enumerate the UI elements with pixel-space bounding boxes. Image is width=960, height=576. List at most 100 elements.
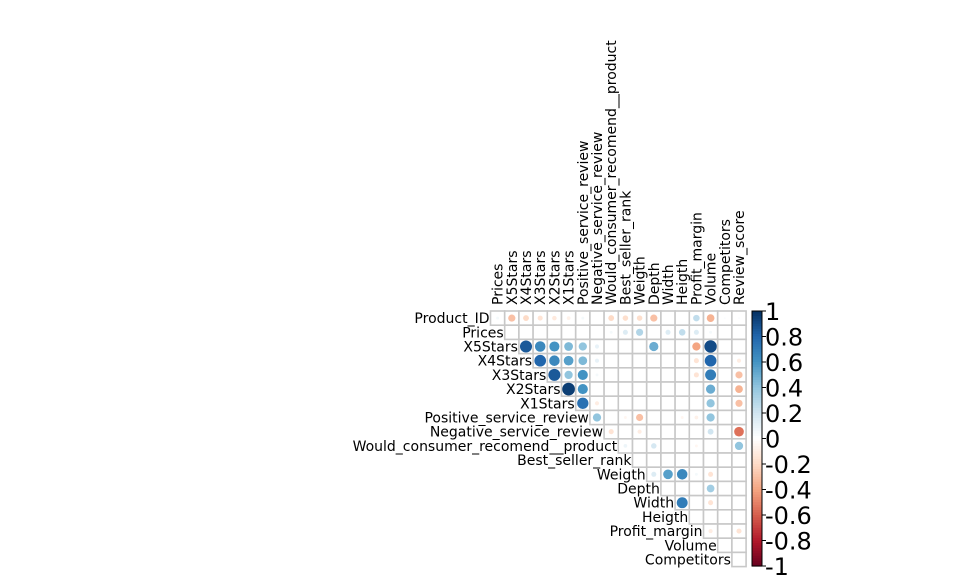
corr-point-prices-weigth <box>636 328 644 336</box>
column-label-x4stars: X4Stars <box>519 250 535 305</box>
row-label-negative-service-review: Negative_service_review <box>430 425 603 441</box>
corr-point-x2stars-x1stars <box>562 382 575 396</box>
corr-point-weigth-depth <box>651 471 657 477</box>
colorbar-segment <box>752 328 762 332</box>
colorbar-segment <box>752 382 762 386</box>
cell-x4stars-depth <box>645 352 662 369</box>
cell-x5stars-competitors <box>716 338 733 355</box>
corr-point-positive-service-review-weigth <box>636 413 644 422</box>
corr-point-x5stars-depth <box>649 341 659 352</box>
colorbar-segment <box>752 555 762 559</box>
colorbar-segment <box>752 548 762 552</box>
colorbar-segment <box>752 456 762 460</box>
colorbar-segment <box>752 339 762 343</box>
cell-heigth-review-score <box>731 508 747 525</box>
colorbar-tick-label: 0.8 <box>765 324 803 352</box>
colorbar-tick-label: -0.6 <box>765 502 812 530</box>
cell-width-profit-margin <box>688 494 705 511</box>
corr-point-profit-margin-volume <box>708 529 713 534</box>
cell-prices-x3stars <box>532 324 549 341</box>
colorbar-tick-label: -0.8 <box>765 528 812 556</box>
colorbar-segment <box>752 527 762 531</box>
column-labels: PricesX5StarsX4StarsX3StarsX2StarsX1Star… <box>491 40 748 305</box>
cell-best-seller-rank-competitors <box>716 452 733 468</box>
corr-point-product-id-profit-margin <box>693 314 700 322</box>
colorbar-segment <box>752 428 762 432</box>
cell-best-seller-rank-depth <box>645 452 662 468</box>
colorbar-segment <box>752 563 762 567</box>
corr-point-positive-service-review-profit-margin <box>694 415 699 420</box>
colorbar-segment <box>752 313 762 317</box>
corr-point-x3stars-positive-service-review <box>577 369 588 380</box>
corr-point-product-id-positive-service-review <box>581 316 585 320</box>
colorbar-segment <box>752 461 762 465</box>
cell-x1stars-weigth <box>631 395 648 412</box>
corr-point-product-id-x4stars <box>523 315 529 322</box>
colorbar-segment <box>752 522 762 526</box>
colorbar-segment <box>752 354 762 358</box>
cell-depth-competitors <box>716 480 733 497</box>
colorbar-segment <box>752 387 762 391</box>
column-label-prices: Prices <box>491 264 507 305</box>
corr-point-x3stars-x1stars <box>564 370 573 380</box>
corr-point-negative-service-review-volume <box>707 428 714 435</box>
colorbar-segment <box>752 476 762 480</box>
colorbar-segment <box>752 553 762 557</box>
corr-point-prices-width <box>665 329 671 335</box>
colorbar-segment <box>752 486 762 491</box>
colorbar-segment <box>752 479 762 483</box>
corr-point-product-id-x3stars <box>537 315 543 321</box>
cell-prices-positive-service-review <box>574 324 591 341</box>
colorbar-segment <box>752 390 762 394</box>
cell-product-id-width <box>660 310 676 326</box>
colorbar-tick-label: -0.4 <box>765 477 812 505</box>
corr-point-positive-service-review-volume <box>706 413 715 422</box>
cell-positive-service-review-review-score <box>731 409 747 426</box>
cell-depth-review-score <box>731 480 747 497</box>
colorbar: 10.80.60.40.20-0.2-0.4-0.6-0.8-1 <box>751 298 812 576</box>
cell-x2stars-weigth <box>631 381 648 397</box>
cell-depth-profit-margin <box>688 480 705 497</box>
cell-heigth-competitors <box>716 508 733 525</box>
corr-point-x5stars-positive-service-review <box>578 342 587 351</box>
corr-point-x5stars-volume <box>704 340 717 353</box>
column-label-would-consumer-recomend-product: Would_consumer_recomend__product <box>604 40 620 305</box>
colorbar-tick-label: -1 <box>765 553 789 576</box>
colorbar-segment <box>752 430 762 434</box>
cell-x3stars-would-consumer-recomend-product <box>603 366 620 383</box>
cell-would-consumer-recomend-product-competitors <box>716 437 733 454</box>
colorbar-segment <box>752 377 762 381</box>
colorbar-segment <box>752 471 762 475</box>
colorbar-segment <box>752 469 762 473</box>
column-label-positive-service-review: Positive_service_review <box>576 141 592 305</box>
cell-competitors-review-score <box>731 551 747 568</box>
colorbar-segment <box>752 397 762 401</box>
corr-point-x3stars-profit-margin <box>693 372 699 378</box>
cell-best-seller-rank-heigth <box>674 452 691 468</box>
row-label-x2stars: X2Stars <box>506 382 561 398</box>
cell-positive-service-review-competitors <box>716 409 733 426</box>
corr-point-x4stars-negative-service-review <box>594 358 600 363</box>
colorbar-segment <box>752 537 762 542</box>
row-label-profit-margin: Profit_margin <box>610 524 703 540</box>
column-label-depth: Depth <box>647 262 663 305</box>
colorbar-segment <box>752 517 762 521</box>
cell-prices-x4stars <box>518 324 534 341</box>
row-label-heigth: Heigth <box>642 510 688 526</box>
cell-width-competitors <box>716 494 733 511</box>
cell-x4stars-width <box>660 352 676 369</box>
corr-point-profit-margin-review-score <box>736 528 742 534</box>
colorbar-tick-label: 0.4 <box>765 375 803 403</box>
colorbar-segment <box>752 369 762 373</box>
colorbar-segment <box>752 372 762 376</box>
corr-point-x3stars-review-score <box>735 371 743 379</box>
cell-x1stars-competitors <box>716 395 733 412</box>
colorbar-segment <box>752 543 762 547</box>
cell-weigth-review-score <box>731 466 747 483</box>
corr-point-x3stars-volume <box>705 369 717 381</box>
colorbar-segment <box>752 420 762 424</box>
colorbar-segment <box>752 423 762 427</box>
cell-negative-service-review-depth <box>645 423 662 440</box>
corr-point-product-id-weigth <box>636 315 643 321</box>
